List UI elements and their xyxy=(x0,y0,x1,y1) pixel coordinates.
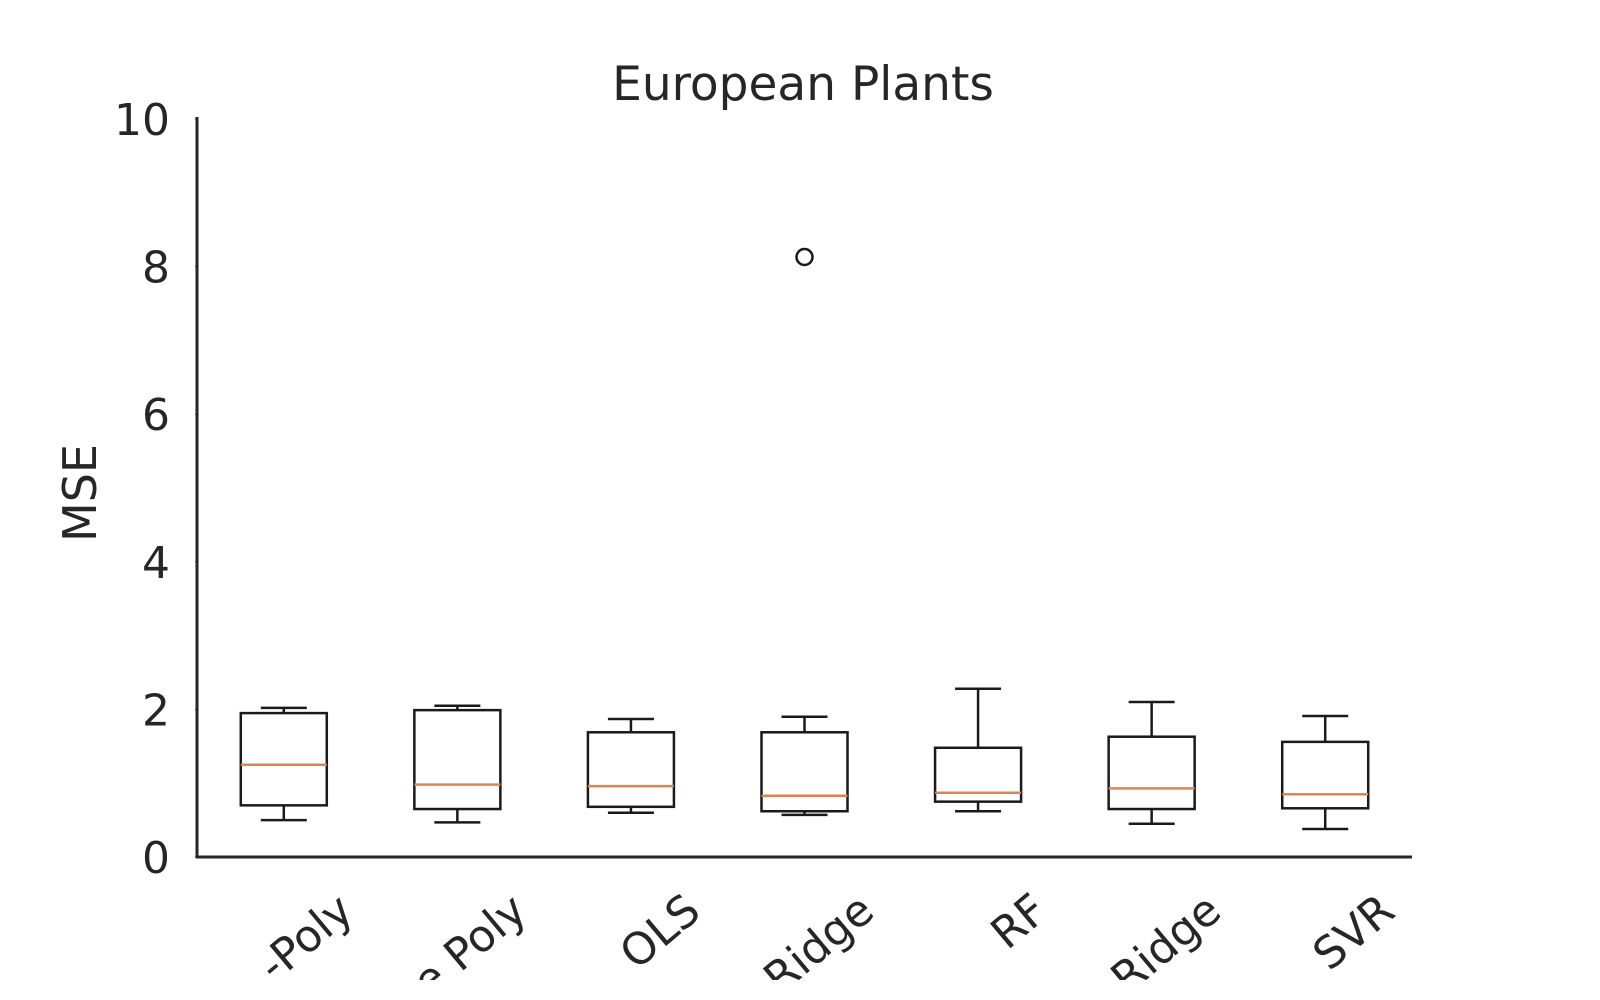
chart-title: European Plants xyxy=(612,57,994,112)
box xyxy=(413,708,502,811)
x-tick-label: OLS xyxy=(611,884,710,979)
outlier xyxy=(795,247,814,267)
y-tick-label: 2 xyxy=(142,685,170,736)
y-tick-label: 8 xyxy=(142,243,170,294)
box xyxy=(586,731,676,809)
y-tick-label: 10 xyxy=(114,95,170,146)
y-tick-label: 6 xyxy=(142,390,170,441)
x-tick-label: SVR xyxy=(1304,884,1405,980)
box xyxy=(239,711,329,807)
y-axis-label: MSE xyxy=(53,444,107,542)
y-tick-label: 4 xyxy=(142,538,170,589)
x-tick-label: RF xyxy=(982,884,1058,959)
x-tick-label: -Poly xyxy=(249,884,363,980)
box xyxy=(1107,735,1196,811)
x-tick-label: e Poly xyxy=(403,884,536,980)
x-tick-label: Ridge xyxy=(754,884,883,980)
x-tick-label: Ridge xyxy=(1102,884,1231,980)
y-tick-label: 0 xyxy=(142,833,170,884)
box xyxy=(933,746,1023,803)
box xyxy=(1280,740,1370,810)
box xyxy=(760,731,849,813)
